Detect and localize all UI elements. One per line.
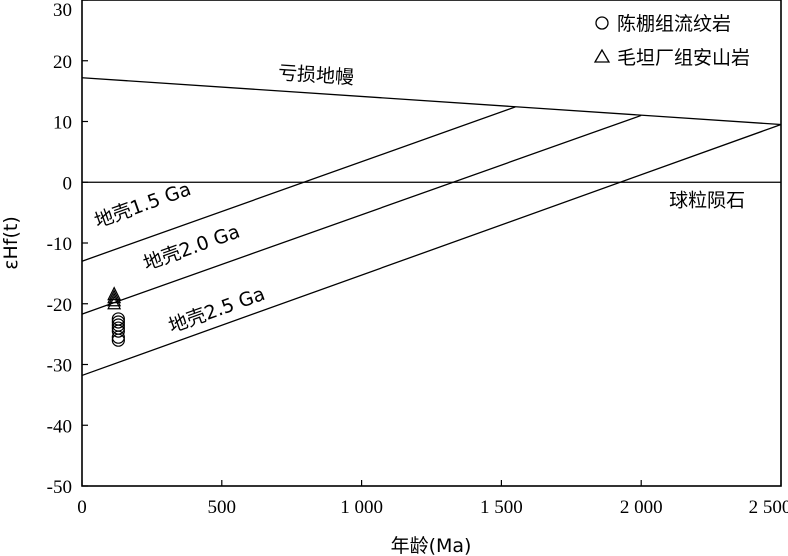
x-tick-label: 500 (208, 497, 237, 518)
y-axis-label: εHf(t) (0, 216, 22, 270)
data-point-rhyolite (111, 330, 125, 344)
legend-triangle-marker (593, 48, 611, 63)
y-axis: -50 -40 -30 -20 -10 0 10 20 30 (47, 0, 88, 498)
y-tick-label: 20 (53, 52, 72, 73)
x-tick-label: 1 500 (480, 497, 523, 518)
reference-lines (81, 77, 782, 377)
legend-circle-marker (595, 16, 609, 30)
y-tick-label: -50 (47, 477, 72, 498)
legend-label-andesite: 毛坦厂组安山岩 (617, 47, 750, 69)
reference-line-label-3: 地壳2.0 Ga (141, 221, 243, 275)
reference-line-label-2: 地壳1.5 Ga (92, 178, 194, 232)
y-tick-label: -20 (47, 295, 72, 316)
data-point-rhyolite (111, 333, 125, 347)
reference-line-4 (81, 123, 782, 377)
x-tick-label: 2 500 (749, 497, 788, 518)
reference-line-label-4: 地壳2.5 Ga (166, 283, 268, 338)
reference-line-3 (81, 114, 642, 315)
reference-line-0 (81, 77, 782, 126)
y-tick-label: -10 (47, 234, 72, 255)
data-points (107, 286, 125, 347)
data-point-rhyolite (111, 315, 125, 329)
reference-line-label-1: 球粒陨石 (669, 190, 745, 212)
y-tick-label: 0 (63, 173, 73, 194)
y-tick-label: 10 (53, 113, 72, 134)
data-point-andesite (107, 292, 122, 307)
x-axis-label: 年龄(Ma) (391, 535, 472, 556)
data-point-andesite (107, 289, 122, 304)
y-tick-label: -40 (47, 416, 72, 437)
y-tick-label: 30 (53, 0, 72, 21)
data-point-rhyolite (111, 324, 125, 338)
x-tick-label: 1 000 (340, 497, 383, 518)
y-tick-label: -30 (47, 356, 72, 377)
x-tick-label: 0 (77, 497, 87, 518)
x-tick-label: 2 000 (620, 497, 663, 518)
data-point-andesite (107, 286, 122, 301)
x-axis: 0 500 1 000 1 500 2 000 2 500 (77, 480, 788, 518)
reference-line-2 (81, 106, 516, 262)
data-point-andesite (107, 295, 122, 310)
legend-label-rhyolite: 陈棚组流纹岩 (617, 13, 731, 35)
legend: 陈棚组流纹岩 毛坦厂组安山岩 (593, 13, 750, 69)
reference-line-label-0: 亏损地幔 (277, 62, 354, 89)
